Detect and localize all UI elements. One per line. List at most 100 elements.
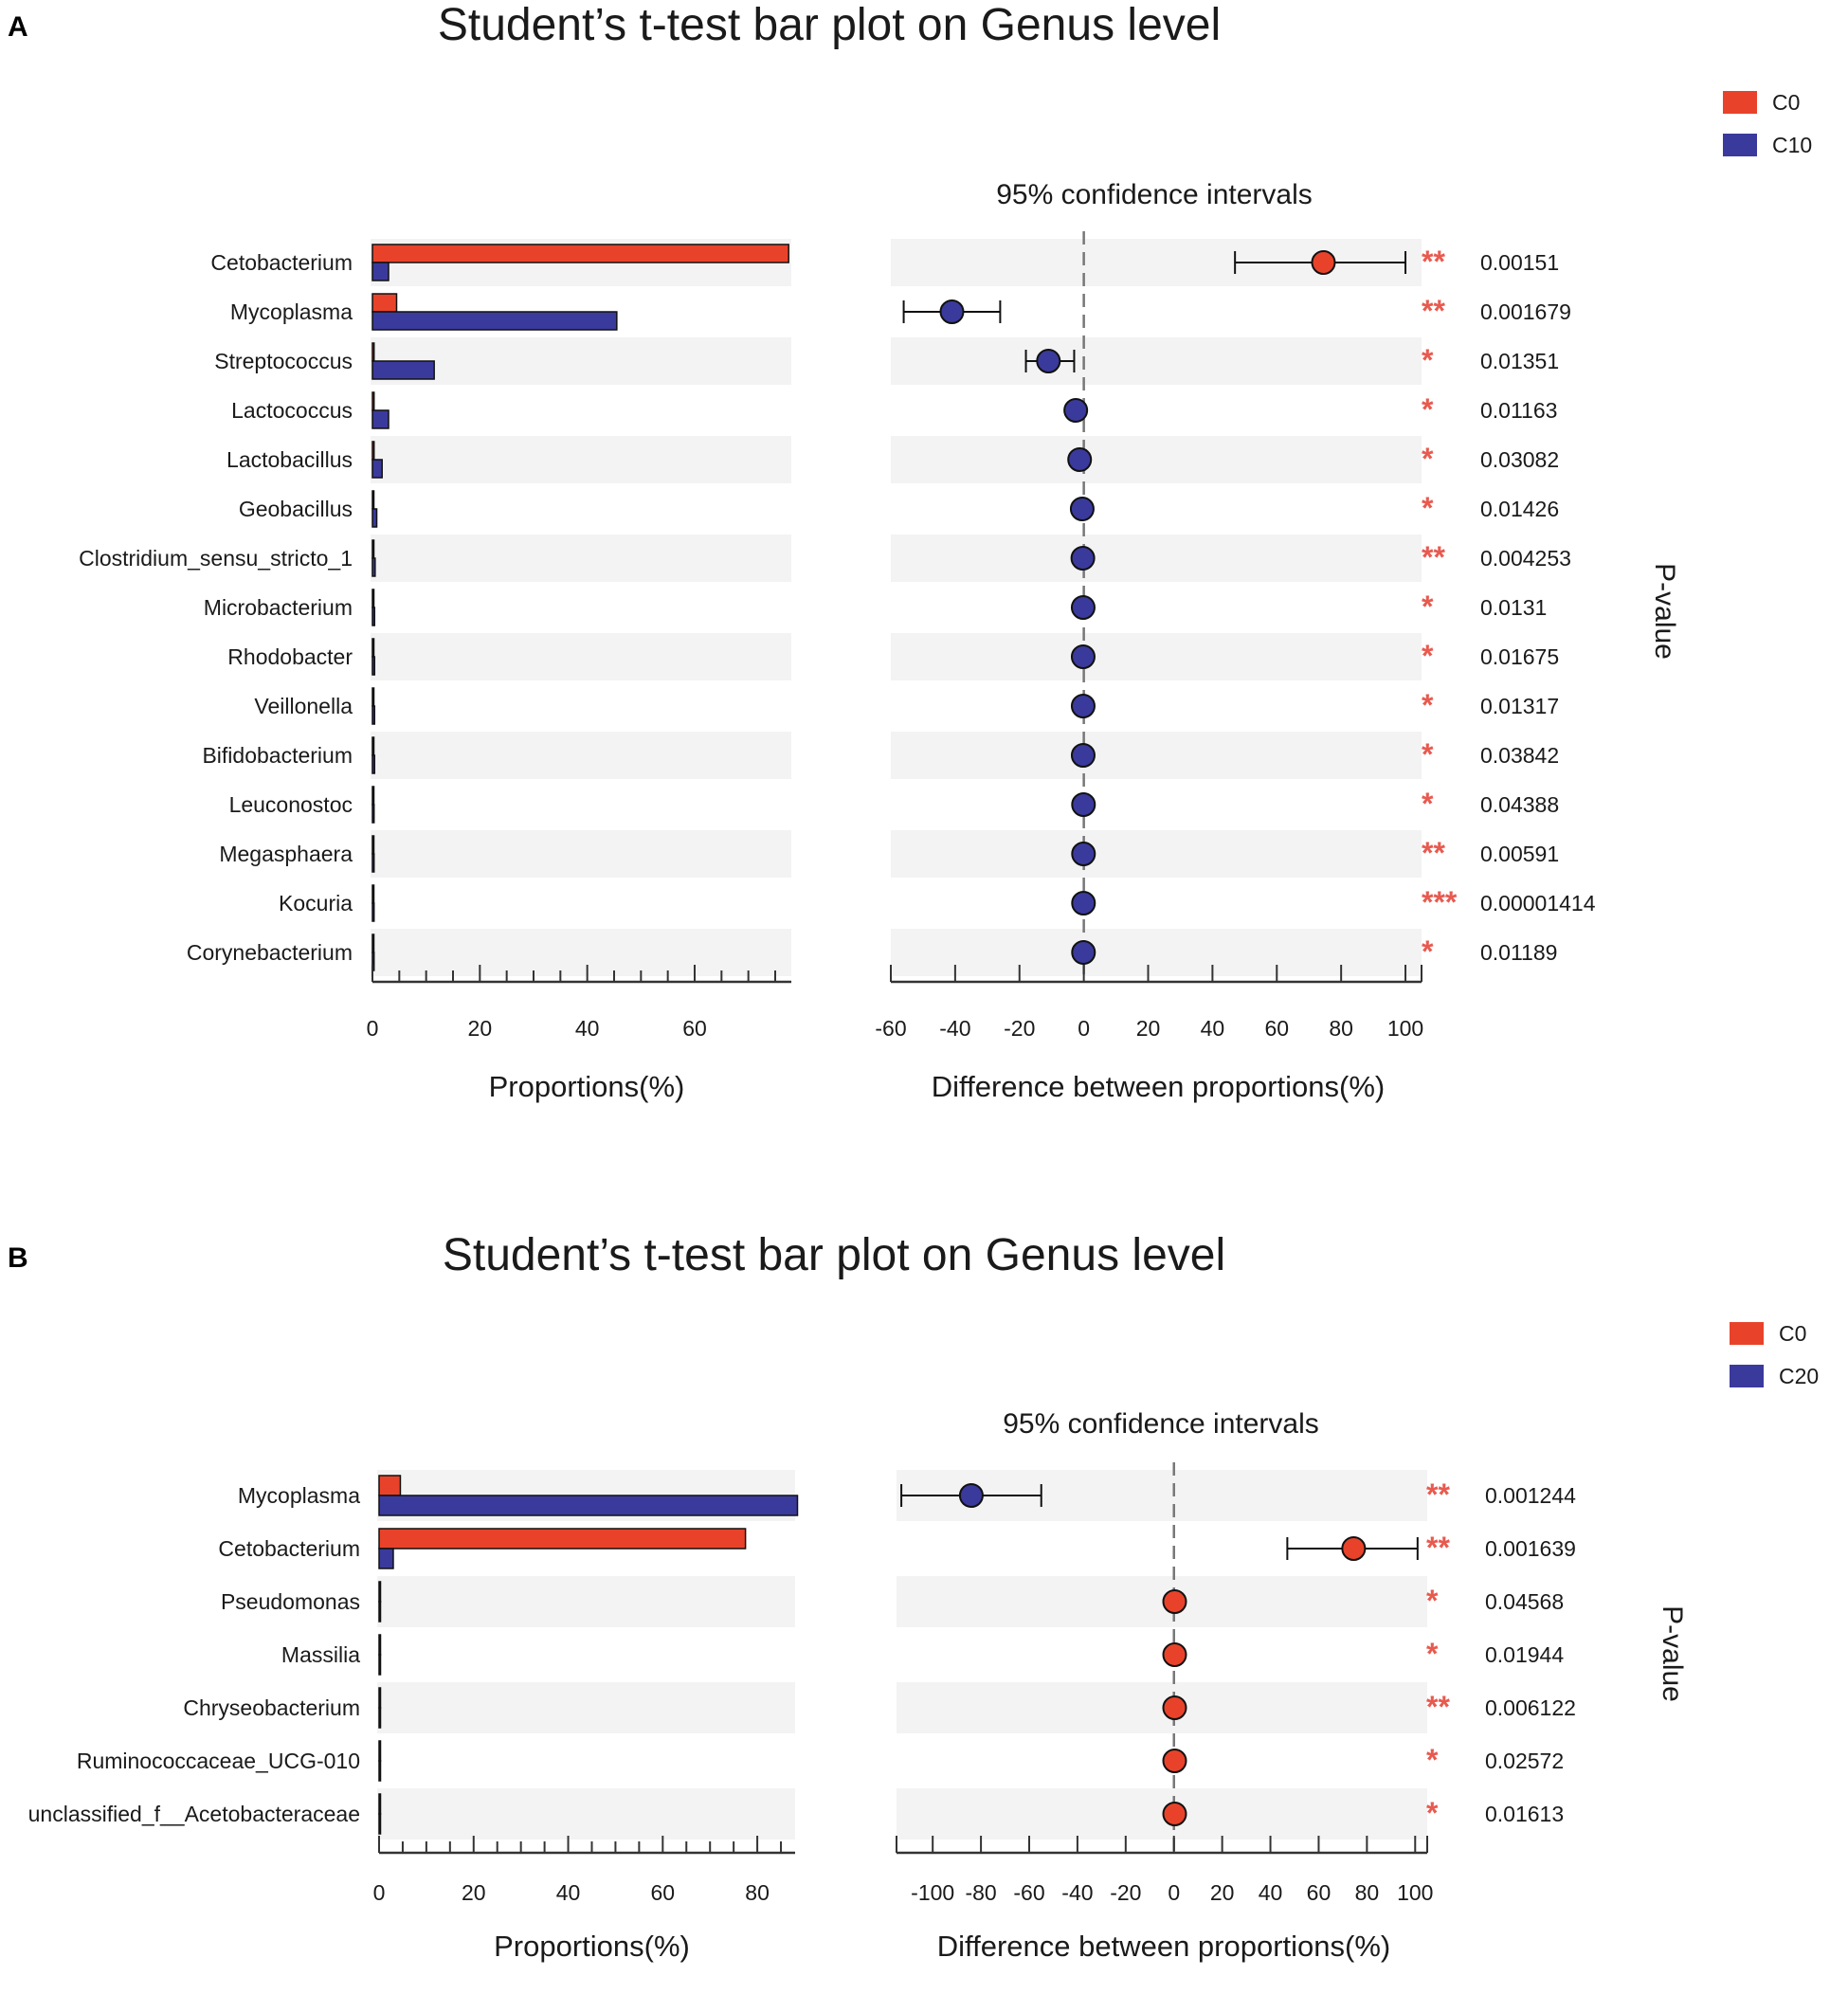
legend-swatch-C20 [1730, 1365, 1764, 1387]
bar-C20 [378, 1601, 382, 1622]
bar-C0 [371, 539, 375, 559]
category-label: Pseudomonas [221, 1589, 360, 1614]
p-value: 0.03082 [1480, 447, 1559, 472]
p-value: 0.00591 [1480, 842, 1559, 866]
bar-C0 [378, 1475, 402, 1496]
difference-point [1067, 447, 1093, 472]
bar-C10 [371, 508, 378, 528]
row-stripe-left [371, 633, 791, 680]
right-tick-label: -20 [1110, 1880, 1141, 1905]
bar-C0 [371, 934, 375, 953]
p-value: 0.02572 [1485, 1749, 1564, 1773]
right-tick-label: 0 [1078, 1016, 1090, 1041]
row-stripe-right [897, 1682, 1427, 1733]
category-label: Lactococcus [231, 398, 353, 423]
significance-stars: * [1422, 589, 1434, 624]
bar-C10 [371, 360, 435, 380]
bar-C0 [371, 589, 375, 608]
row-stripe-left [371, 830, 791, 878]
right-tick-label: 40 [1201, 1016, 1225, 1041]
legend-swatch-C10 [1723, 134, 1757, 156]
bar-C10 [371, 804, 375, 824]
p-value: 0.04388 [1480, 792, 1559, 817]
difference-point [939, 299, 965, 324]
difference-point [1341, 1536, 1367, 1561]
right-tick-label: 40 [1259, 1880, 1283, 1905]
row-stripe-left [377, 1788, 795, 1840]
bar-C10 [371, 607, 376, 626]
category-label: Geobacillus [239, 497, 353, 521]
difference-point [1071, 940, 1096, 965]
left-x-label: Proportions(%) [489, 1070, 685, 1103]
right-tick-label: 80 [1355, 1880, 1380, 1905]
difference-point [1162, 1802, 1187, 1826]
legend-swatch-C0 [1730, 1322, 1764, 1345]
significance-stars: * [1426, 1584, 1439, 1618]
significance-stars: *** [1422, 885, 1458, 919]
category-label: unclassified_f__Acetobacteraceae [28, 1802, 360, 1826]
p-value: 0.001679 [1480, 299, 1571, 324]
difference-point [1070, 644, 1096, 669]
p-value-axis-label: P-value [1657, 1605, 1688, 1702]
right-tick-label: -40 [1061, 1880, 1093, 1905]
row-stripe-right [891, 535, 1422, 582]
bar-C10 [371, 557, 376, 577]
row-stripe-left [371, 732, 791, 779]
category-label: Microbacterium [204, 595, 353, 620]
category-label: Kocuria [279, 891, 353, 915]
p-value: 0.00001414 [1480, 891, 1596, 915]
bar-C20 [378, 1760, 382, 1782]
panel-letter: A [8, 11, 28, 43]
left-tick-label: 40 [556, 1880, 581, 1905]
difference-point [1070, 595, 1096, 620]
row-stripe-right [897, 1788, 1427, 1840]
left-tick-label: 0 [373, 1880, 386, 1905]
p-value: 0.01613 [1485, 1802, 1564, 1826]
significance-stars: * [1422, 442, 1434, 476]
chart-title: Student’s t-test bar plot on Genus level [438, 0, 1221, 50]
difference-point [1162, 1695, 1187, 1720]
significance-stars: ** [1426, 1477, 1450, 1512]
significance-stars: ** [1422, 294, 1445, 328]
category-label: Streptococcus [214, 349, 353, 373]
left-tick-label: 60 [682, 1016, 707, 1041]
significance-stars: * [1426, 1796, 1439, 1830]
row-stripe-left [371, 436, 791, 483]
category-label: Clostridium_sensu_stricto_1 [79, 546, 353, 571]
difference-point [1069, 497, 1095, 521]
difference-point [1070, 546, 1096, 571]
row-stripe-right [897, 1576, 1427, 1627]
category-label: Chryseobacterium [183, 1695, 360, 1720]
bar-C20 [378, 1707, 382, 1729]
legend-label-C0: C0 [1772, 90, 1800, 115]
right-tick-label: 100 [1387, 1016, 1423, 1041]
ci-title: 95% confidence intervals [996, 179, 1313, 210]
panel-A: A Student’s t-test bar plot on Genus leve… [8, 0, 1812, 1103]
category-label: Mycoplasma [230, 299, 353, 324]
row-stripe-left [371, 929, 791, 976]
legend-label-C10: C10 [1772, 133, 1812, 157]
category-label: Cetobacterium [210, 250, 353, 275]
right-tick-label: -100 [911, 1880, 954, 1905]
p-value: 0.01426 [1480, 497, 1559, 521]
significance-stars: * [1422, 787, 1434, 821]
panel-letter: B [8, 1242, 28, 1274]
category-label: Lactobacillus [226, 447, 353, 472]
significance-stars: * [1422, 639, 1434, 673]
bar-C0 [378, 1528, 747, 1550]
legend-label-C20: C20 [1779, 1364, 1819, 1388]
left-tick-label: 40 [575, 1016, 600, 1041]
difference-point [1162, 1589, 1187, 1614]
category-label: Veillonella [254, 694, 353, 718]
significance-stars: * [1422, 491, 1434, 525]
difference-point [1063, 398, 1089, 423]
significance-stars: * [1422, 737, 1434, 771]
bar-C10 [371, 459, 383, 479]
row-stripe-right [891, 732, 1422, 779]
difference-point [1071, 842, 1096, 866]
category-label: Rhodobacter [227, 644, 353, 669]
row-stripe-left [371, 337, 791, 385]
panel-B: B Student’s t-test bar plot on Genus leve… [8, 1230, 1819, 1963]
right-tick-label: 20 [1210, 1880, 1235, 1905]
